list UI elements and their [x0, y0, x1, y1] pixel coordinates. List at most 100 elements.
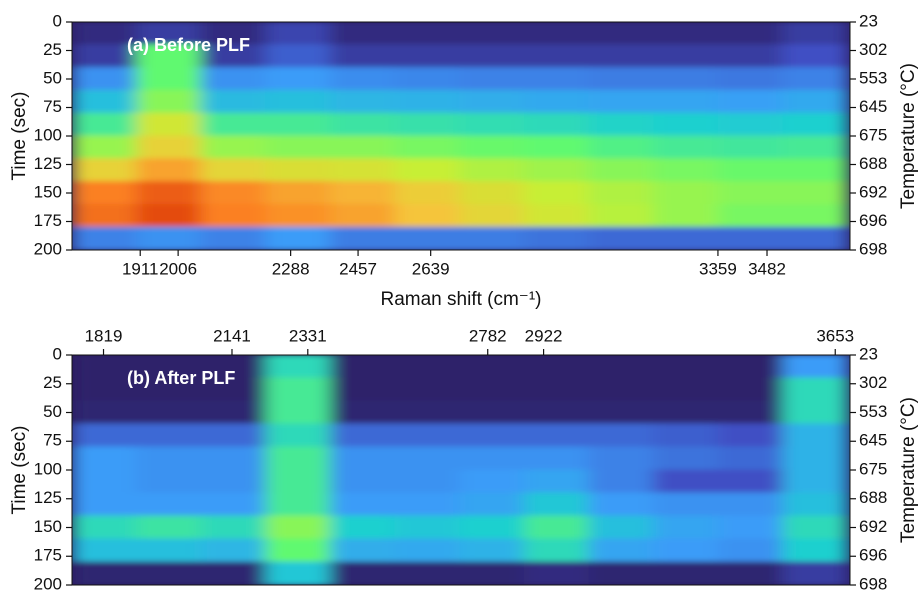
x-tick-label: 2331	[289, 326, 327, 345]
heatmap-cell	[200, 158, 267, 183]
y2-tick-label: 698	[859, 239, 887, 258]
heatmap-cell	[523, 469, 590, 494]
heatmap-cell	[523, 158, 590, 183]
heatmap-cell	[523, 226, 590, 250]
heatmap-cell	[717, 44, 784, 69]
y2-tick-label: 645	[859, 97, 887, 116]
heatmap-cell	[588, 22, 655, 46]
y2-tick-label: 692	[859, 182, 887, 201]
heatmap-cell	[653, 377, 719, 402]
heatmap-cell	[330, 67, 396, 91]
heatmap-cell	[330, 226, 396, 250]
heatmap-cell	[330, 469, 396, 494]
heatmap-cell	[72, 112, 138, 137]
heatmap-cell	[782, 423, 849, 448]
y-tick-label: 150	[34, 517, 62, 536]
heatmap-cell	[523, 423, 590, 448]
heatmap-cell	[72, 469, 138, 494]
heatmap-cell	[717, 112, 784, 137]
heatmap-cell	[72, 400, 138, 425]
heatmap-cell	[200, 377, 267, 402]
heatmap-cell	[653, 561, 719, 585]
heatmap-cell	[265, 135, 332, 160]
heatmap-cell	[653, 492, 719, 517]
heatmap-cell	[782, 67, 849, 91]
heatmap-cell	[265, 492, 332, 517]
heatmap-cell	[394, 181, 461, 205]
heatmap-cell	[394, 226, 461, 250]
y2-tick-label: 675	[859, 125, 887, 144]
heatmap-cell	[330, 44, 396, 69]
y2-tick-label: 696	[859, 546, 887, 565]
y2-axis-label: Temperature (°C)	[898, 397, 919, 543]
heatmap-cell	[588, 469, 655, 494]
heatmap-cell	[588, 538, 655, 563]
x-tick-label: 2782	[469, 326, 507, 345]
y-tick-label: 175	[34, 211, 62, 230]
heatmap-cell	[330, 561, 396, 585]
heatmap-cell	[200, 492, 267, 517]
heatmap-cell	[330, 355, 396, 379]
heatmap-cell	[653, 203, 719, 228]
heatmap-cell	[200, 67, 267, 91]
heatmap-cell	[653, 89, 719, 114]
x-tick-label: 2639	[412, 259, 450, 278]
heatmap-cell	[588, 355, 655, 379]
heatmap-cell	[394, 492, 461, 517]
heatmap-cell	[782, 22, 849, 46]
heatmap-cell	[717, 355, 784, 379]
x-tick-label: 2457	[339, 259, 377, 278]
heatmap-cell	[265, 561, 332, 585]
heatmap-cell	[523, 400, 590, 425]
heatmap-cell	[330, 112, 396, 137]
heatmap-clip	[72, 355, 849, 585]
heatmap-cell	[394, 112, 461, 137]
heatmap-cell	[717, 446, 784, 471]
heatmap-cell	[459, 203, 525, 228]
heatmap-cell	[330, 181, 396, 205]
heatmap-cell	[265, 203, 332, 228]
heatmap-cell	[588, 226, 655, 250]
heatmap-cell	[523, 515, 590, 540]
heatmap-cell	[136, 226, 202, 250]
heatmap-cell	[330, 158, 396, 183]
heatmap-cell	[394, 89, 461, 114]
heatmap-cell	[588, 423, 655, 448]
heatmap-cell	[394, 67, 461, 91]
heatmap-cell	[523, 538, 590, 563]
heatmap-cell	[136, 492, 202, 517]
heatmap-cell	[72, 22, 138, 46]
heatmap-cell	[782, 158, 849, 183]
heatmap-cell	[330, 400, 396, 425]
heatmap-cell	[717, 423, 784, 448]
y2-axis-label: Temperature (°C)	[898, 63, 919, 209]
heatmap-cell	[394, 538, 461, 563]
heatmap-cell	[72, 538, 138, 563]
heatmap-cell	[782, 203, 849, 228]
heatmap-cell	[653, 538, 719, 563]
heatmap-cell	[459, 423, 525, 448]
heatmap-cell	[523, 561, 590, 585]
heatmap-cell	[523, 377, 590, 402]
y-axis-label: Time (sec)	[9, 91, 30, 180]
heatmap-cell	[459, 355, 525, 379]
x-tick-label: 3359	[699, 259, 737, 278]
heatmap-cell	[200, 400, 267, 425]
heatmap-cell	[265, 355, 332, 379]
y2-tick-label: 698	[859, 574, 887, 590]
y-tick-label: 150	[34, 182, 62, 201]
heatmap-cell	[72, 377, 138, 402]
heatmap-cell	[394, 446, 461, 471]
heatmap-cell	[653, 67, 719, 91]
heatmap-cell	[265, 400, 332, 425]
heatmap-cell	[588, 135, 655, 160]
y-tick-label: 100	[34, 459, 62, 478]
heatmap-cell	[265, 181, 332, 205]
heatmap-cell	[782, 44, 849, 69]
heatmap-cell	[588, 112, 655, 137]
heatmap-cell	[717, 400, 784, 425]
heatmap-cell	[782, 538, 849, 563]
heatmap-cell	[653, 44, 719, 69]
heatmap-cell	[265, 446, 332, 471]
y-tick-label: 75	[43, 431, 62, 450]
